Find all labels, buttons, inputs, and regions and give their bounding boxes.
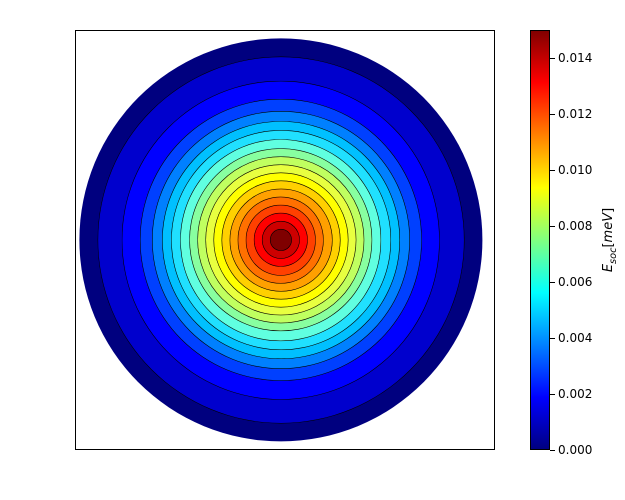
colorbar-tick-label: 0.014 bbox=[558, 51, 592, 65]
colorbar-tick-label: 0.002 bbox=[558, 387, 592, 401]
contour-rings bbox=[75, 30, 495, 450]
figure: 0.0000.0020.0040.0060.0080.0100.0120.014… bbox=[0, 0, 625, 500]
colorbar-tick-label: 0.012 bbox=[558, 107, 592, 121]
colorbar-tick bbox=[550, 338, 555, 339]
colorbar-tick-label: 0.010 bbox=[558, 163, 592, 177]
colorbar-gradient bbox=[530, 30, 550, 450]
colorbar-tick-label: 0.006 bbox=[558, 275, 592, 289]
colorbar-tick bbox=[550, 450, 555, 451]
colorbar-tick-label: 0.000 bbox=[558, 443, 592, 457]
colorbar: 0.0000.0020.0040.0060.0080.0100.0120.014 bbox=[530, 30, 550, 450]
colorbar-tick-label: 0.008 bbox=[558, 219, 592, 233]
colorbar-tick bbox=[550, 114, 555, 115]
colorbar-tick bbox=[550, 58, 555, 59]
colorbar-tick bbox=[550, 226, 555, 227]
colorbar-tick-label: 0.004 bbox=[558, 331, 592, 345]
colorbar-tick bbox=[550, 394, 555, 395]
colorbar-tick bbox=[550, 170, 555, 171]
colorbar-label: Esoc[meV] bbox=[601, 208, 619, 272]
colorbar-tick bbox=[550, 282, 555, 283]
contour-plot bbox=[75, 30, 495, 450]
